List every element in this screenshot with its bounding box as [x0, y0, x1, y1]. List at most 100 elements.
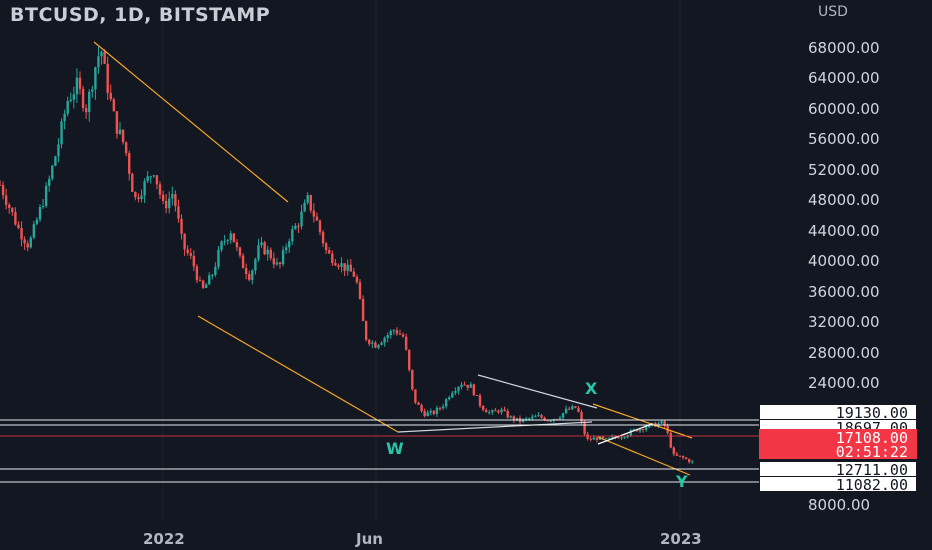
candle-body — [601, 436, 605, 439]
candle-body — [112, 99, 116, 112]
candle-body — [408, 349, 411, 370]
x-tick-label: Jun — [356, 530, 383, 548]
wave-label-y: Y — [676, 472, 688, 491]
candle-body — [131, 173, 134, 193]
candle-body — [97, 56, 100, 68]
candlestick-series — [0, 46, 694, 464]
candle-body — [0, 184, 2, 186]
candle-body — [232, 233, 236, 243]
candle-body — [512, 416, 516, 421]
candle-body — [309, 195, 312, 211]
candle-body — [149, 176, 152, 178]
candle-body — [17, 224, 20, 228]
candle-body — [651, 422, 654, 425]
candle-body — [109, 92, 112, 100]
candle-body — [423, 411, 426, 417]
candle-body — [352, 271, 356, 277]
trendline — [197, 315, 399, 433]
candle-body — [324, 243, 328, 251]
candle-body — [294, 225, 297, 230]
candle-body — [571, 406, 574, 410]
candle-body — [35, 219, 39, 225]
wave-label-x: X — [585, 379, 598, 398]
candle-body — [177, 206, 180, 219]
candle-body — [223, 241, 226, 243]
trendline — [477, 374, 598, 409]
y-tick-label: 56000.00 — [808, 130, 880, 148]
candle-body — [392, 330, 396, 332]
candle-body — [229, 233, 232, 241]
price-level-label: 12711.00 — [759, 461, 917, 478]
candle-body — [500, 409, 503, 413]
candle-body — [143, 180, 146, 196]
candle-body — [460, 384, 463, 388]
candle-body — [617, 437, 620, 439]
y-tick-label: 44000.00 — [808, 221, 880, 240]
candle-body — [577, 407, 580, 412]
candle-body — [380, 342, 383, 345]
candle-body — [257, 245, 260, 260]
candle-body — [383, 337, 386, 343]
candle-body — [660, 421, 663, 424]
candle-body — [488, 412, 491, 414]
candle-body — [315, 216, 319, 221]
candle-body — [629, 430, 632, 436]
candle-body — [269, 249, 272, 259]
candle-body — [328, 250, 331, 254]
candle-body — [404, 336, 408, 350]
y-tick-label: 40000.00 — [808, 252, 880, 270]
candle-body — [226, 240, 229, 242]
candle-body — [420, 404, 423, 412]
candle-body — [340, 263, 343, 267]
y-tick-label: 64000.00 — [808, 69, 880, 87]
candle-body — [524, 418, 528, 420]
candle-body — [211, 274, 214, 276]
wave-label-w: W — [386, 439, 404, 458]
candle-body — [448, 397, 451, 400]
candle-body — [478, 395, 482, 406]
candle-body — [331, 253, 334, 264]
candle-body — [675, 453, 679, 456]
candle-body — [678, 455, 682, 457]
y-tick-label: 28000.00 — [808, 343, 880, 362]
candle-body — [395, 330, 399, 334]
candle-body — [564, 408, 568, 413]
candle-body — [334, 263, 337, 266]
current-price-label: 17108.00 — [759, 429, 917, 446]
candle-body — [611, 436, 614, 438]
candle-body — [469, 384, 472, 388]
candle-body — [260, 242, 263, 246]
candle-body — [128, 153, 131, 174]
y-tick-label: 48000.00 — [808, 191, 880, 209]
candle-body — [32, 224, 36, 238]
candle-body — [248, 274, 251, 280]
candle-body — [540, 415, 543, 418]
candle-body — [534, 416, 537, 418]
candle-body — [91, 89, 94, 92]
candle-body — [140, 195, 143, 199]
candle-body — [266, 249, 269, 255]
candle-body — [466, 384, 469, 388]
candle-body — [14, 212, 17, 225]
candle-body — [186, 249, 189, 254]
candle-body — [63, 113, 66, 122]
candle-body — [503, 409, 506, 411]
candle-body — [214, 266, 217, 275]
candle-body — [672, 447, 676, 454]
candle-body — [66, 101, 69, 114]
candle-body — [620, 437, 623, 439]
candle-body — [494, 410, 497, 412]
candle-body — [174, 194, 177, 207]
horizontal-levels — [0, 419, 760, 483]
candle-body — [371, 342, 374, 344]
candle-body — [137, 197, 140, 199]
candle-body — [414, 389, 417, 403]
candle-body — [189, 253, 192, 256]
candle-body — [669, 432, 672, 448]
candle-body — [81, 88, 85, 109]
candle-body — [546, 420, 549, 422]
candle-body — [284, 247, 288, 251]
candle-body — [106, 63, 109, 93]
candle-body — [161, 194, 165, 201]
